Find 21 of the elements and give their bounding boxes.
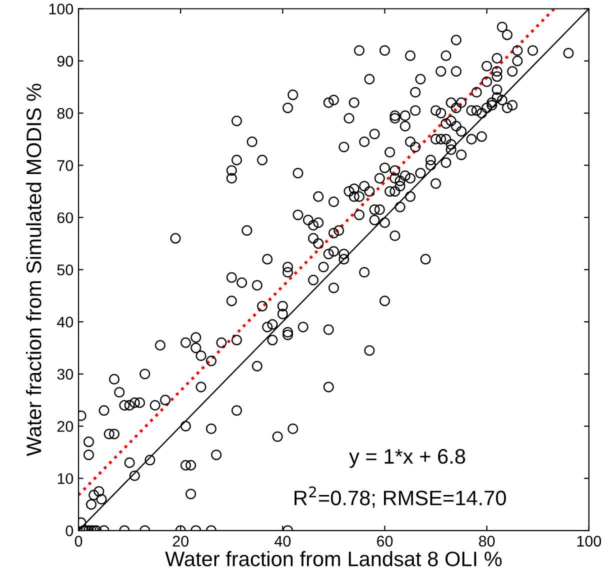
x-axis-title: Water fraction from Landsat 8 OLI %	[165, 551, 502, 566]
y-tick-label: 10	[58, 473, 74, 484]
x-tick-label: 0	[74, 536, 82, 547]
x-tick-label: 40	[274, 536, 291, 547]
x-tick-label: 20	[172, 536, 188, 547]
y-tick-label: 60	[57, 212, 74, 224]
x-tick-label: 60	[377, 536, 393, 547]
y-tick-label: 0	[66, 525, 74, 536]
y-axis-title: Water fraction from Simulated MODIS %	[26, 84, 42, 456]
annotation: y = 1*x + 6.8	[349, 449, 466, 468]
y-tick-label: 70	[57, 160, 74, 171]
y-tick-label: 100	[49, 4, 74, 14]
y-tick-label: 40	[57, 316, 74, 328]
y-tick-label: 20	[57, 421, 74, 432]
annotation: R$^{2}$=0.78; RMSE=14.70	[294, 486, 506, 508]
y-tick-label: 30	[57, 368, 74, 380]
y-tick-label: 50	[57, 264, 74, 276]
y-tick-label: 80	[57, 108, 74, 119]
x-tick-label: 100	[577, 536, 602, 547]
x-tick-label: 80	[478, 536, 495, 547]
y-tick-label: 90	[57, 56, 74, 67]
